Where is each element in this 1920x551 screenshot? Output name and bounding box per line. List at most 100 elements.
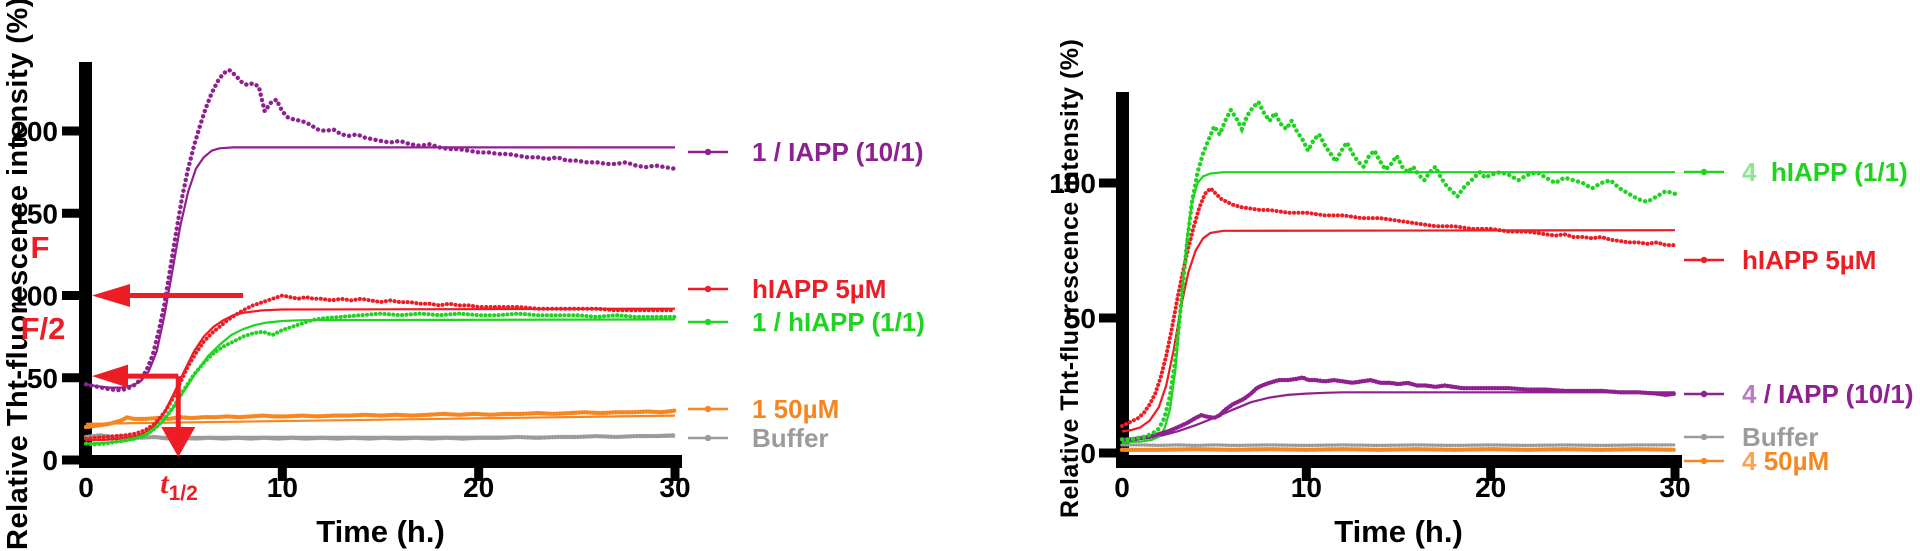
f-arrowhead-icon <box>92 284 130 307</box>
series-data-purple <box>83 67 678 393</box>
legend-dot-icon <box>1700 390 1708 398</box>
legend-dot-icon <box>704 405 712 413</box>
x-tick <box>1670 468 1680 481</box>
y-tick <box>1099 178 1116 188</box>
legend-dot-icon <box>1700 433 1708 441</box>
series-data-green <box>84 311 677 447</box>
legend-label-part: Buffer <box>752 423 829 453</box>
legend-item-cpd4-iapp-10-1: 4 / IAPP (10/1) <box>1684 379 1914 409</box>
y-tick-label: 100 <box>1049 168 1096 199</box>
y-tick-label: 100 <box>11 281 58 312</box>
legend-label-part: 4 <box>1742 446 1757 476</box>
legend-item-buffer: Buffer <box>1684 422 1819 452</box>
legend-dot-icon <box>704 434 712 442</box>
y-tick <box>1099 313 1116 323</box>
series-fit-orange <box>85 414 676 425</box>
y-tick <box>1099 448 1116 458</box>
legend-dot-icon <box>1700 168 1708 176</box>
y-tick <box>62 455 79 465</box>
series-fit-green <box>1121 171 1675 444</box>
x-tick <box>1486 468 1496 481</box>
t-half-arrowhead-icon <box>161 427 196 457</box>
y-tick-label: 0 <box>42 445 58 476</box>
legend-item-cpd1-50um: 1 50µM <box>688 394 839 424</box>
x-tick <box>474 468 484 481</box>
t-half-main: t <box>160 467 169 500</box>
series-fit-purple <box>1121 391 1675 441</box>
x-axis-line <box>1116 455 1682 468</box>
series-fit-red <box>1121 229 1676 433</box>
y-tick-label: 50 <box>27 363 58 394</box>
legend-dot-icon <box>704 148 712 156</box>
t-half-annotation-label: t1/2 <box>143 467 215 506</box>
series-fit-purple <box>85 146 675 389</box>
legend-item-cpd4-hiapp-1-1: 4 hIAPP (1/1) <box>1684 157 1908 187</box>
series-data-green <box>1119 98 1678 442</box>
legend-item-hiapp-5um: hIAPP 5µM <box>688 274 886 304</box>
x-axis-line <box>79 455 682 468</box>
y-tick <box>62 373 79 383</box>
left-chart-panel: 0 50 100 150 200 0 10 20 30 <box>11 62 691 503</box>
legend-item-cpd4-50um: 4 50µM <box>1684 446 1829 476</box>
annotation-arrows <box>92 284 244 457</box>
x-tick-label: 30 <box>1659 472 1690 503</box>
t-half-sub: 1/2 <box>168 482 198 505</box>
legend-label: 1 / hIAPP (1/1) <box>752 307 925 337</box>
legend-label-part: hIAPP (1/1) <box>1756 157 1907 187</box>
series-data-orange <box>1119 446 1678 453</box>
legend-label: 1 / IAPP (10/1) <box>752 137 924 167</box>
legend-label-part: Buffer <box>1742 422 1819 452</box>
y-axis-line <box>79 62 92 468</box>
x-tick <box>277 468 287 481</box>
f-annotation-label: F <box>30 230 50 265</box>
legend-label: 1 50µM <box>752 394 839 424</box>
legend-label: Buffer <box>752 423 829 453</box>
y-tick <box>62 126 79 136</box>
legend-item-buffer: Buffer <box>688 423 829 453</box>
legend-label-part: 1 / IAPP (10/1) <box>752 137 924 167</box>
x-tick-label: 0 <box>78 472 94 503</box>
legend-item-hiapp-5um: hIAPP 5µM <box>1684 245 1876 275</box>
right-chart-panel: 0 50 100 0 10 20 30 <box>1049 92 1691 503</box>
left-x-axis-title: Time (h.) <box>316 514 445 549</box>
y-tick <box>62 208 79 218</box>
legend-label: 4 hIAPP (1/1) <box>1742 157 1908 187</box>
legend-dot-icon <box>1700 457 1708 465</box>
legend-label-part: 4 <box>1742 157 1757 187</box>
legend-dot-icon <box>1700 256 1708 264</box>
x-tick-label: 20 <box>1475 472 1506 503</box>
series-fit-green <box>85 318 676 445</box>
legend-label-part: hIAPP 5µM <box>1742 245 1876 275</box>
f-half-arrowhead-icon <box>92 364 128 388</box>
legend-label-part: 1 50µM <box>752 394 839 424</box>
y-tick-label: 50 <box>1065 303 1096 334</box>
legend-label: Buffer <box>1742 422 1819 452</box>
x-tick-label: 0 <box>1114 472 1130 503</box>
x-tick-label: 20 <box>463 472 494 503</box>
left-y-axis-title: Relative Tht-fluorescence intensity (%) <box>2 0 34 551</box>
legend-label: hIAPP 5µM <box>752 274 886 304</box>
legend-dot-icon <box>704 285 712 293</box>
y-tick <box>62 291 79 300</box>
x-tick-label: 30 <box>659 472 690 503</box>
legend-label-part: hIAPP 5µM <box>752 274 886 304</box>
y-axis-line <box>1116 92 1129 468</box>
legend-item-cpd1-iapp-10-1: 1 / IAPP (10/1) <box>688 137 924 167</box>
legend-item-cpd1-hiapp-1-1: 1 / hIAPP (1/1) <box>688 307 925 337</box>
series-data-purple <box>1119 375 1678 442</box>
right-legend: 4 hIAPP (1/1) hIAPP 5µM 4 / IAPP (10/1) Buf… <box>1684 157 1914 476</box>
x-tick <box>1301 468 1311 481</box>
x-tick <box>670 468 680 481</box>
series-data-gray <box>1120 443 1677 448</box>
legend-label: 4 / IAPP (10/1) <box>1742 379 1914 409</box>
legend-label-part: 4 <box>1742 379 1757 409</box>
right-y-axis-title: Relative Tht-fluorescence intensity (%) <box>1056 38 1084 518</box>
x-tick-label: 10 <box>267 472 298 503</box>
x-tick-label: 10 <box>1291 472 1322 503</box>
legend-label-part: / IAPP (10/1) <box>1756 379 1913 409</box>
legend-dot-icon <box>704 318 712 326</box>
right-x-axis-title: Time (h.) <box>1334 514 1463 549</box>
